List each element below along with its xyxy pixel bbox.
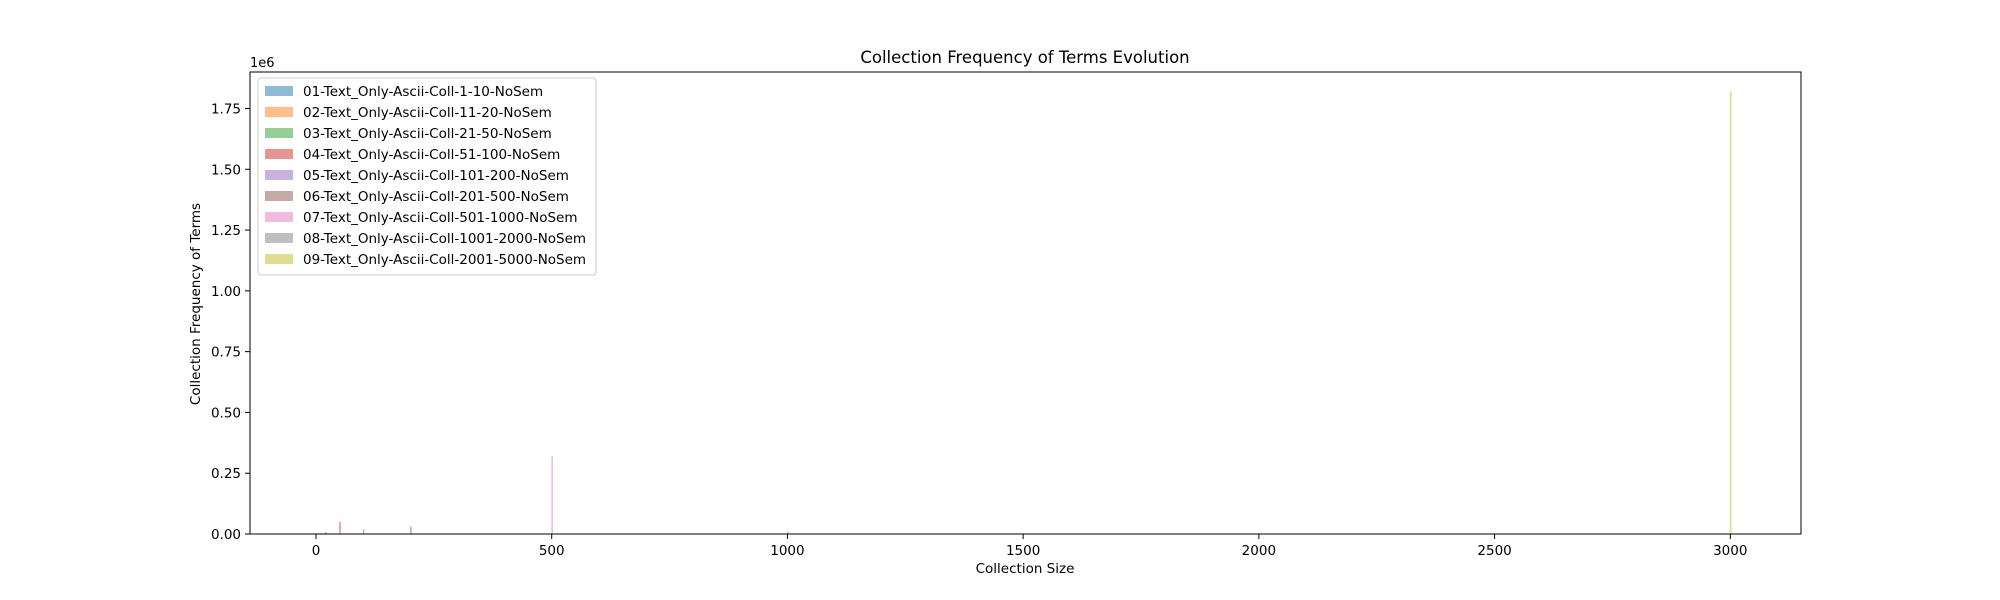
legend-label: 07-Text_Only-Ascii-Coll-501-1000-NoSem <box>303 210 578 226</box>
chart-title: Collection Frequency of Terms Evolution <box>860 48 1189 67</box>
plot-frame <box>249 71 1802 535</box>
y-tick-label: 0.50 <box>211 405 241 421</box>
x-tick-label: 2500 <box>1477 543 1511 559</box>
legend-swatch <box>265 149 293 159</box>
legend-swatch <box>265 128 293 138</box>
legend-swatch <box>265 86 293 96</box>
y-axis-label: Collection Frequency of Terms <box>188 203 204 405</box>
y-tick-label: 0.75 <box>211 345 241 361</box>
legend-swatch <box>265 191 293 201</box>
bar-3 <box>325 532 327 534</box>
legend-label: 05-Text_Only-Ascii-Coll-101-200-NoSem <box>303 168 569 184</box>
legend-swatch <box>265 233 293 243</box>
legend-label: 02-Text_Only-Ascii-Coll-11-20-NoSem <box>303 105 552 121</box>
y-offset-label: 1e6 <box>250 56 275 71</box>
y-tick-label: 1.25 <box>211 223 241 239</box>
legend-swatch <box>265 107 293 117</box>
y-tick-label: 1.75 <box>211 101 241 117</box>
bar-9 <box>1729 91 1732 534</box>
x-tick-label: 3000 <box>1713 543 1747 559</box>
legend-box <box>257 77 597 276</box>
x-tick-label: 1000 <box>770 543 804 559</box>
plot-area: 0 500 1000 1500 2000 2500 3000 0.00 0.25 0.50 0.75… <box>211 71 1802 559</box>
legend-label: 01-Text_Only-Ascii-Coll-1-10-NoSem <box>303 84 543 100</box>
x-tick-label: 1500 <box>1006 543 1040 559</box>
x-tick-label: 500 <box>539 543 565 559</box>
y-tick-label: 0.00 <box>211 527 241 543</box>
y-tick-label: 0.25 <box>211 466 241 482</box>
x-tick-label: 2000 <box>1242 543 1276 559</box>
bar-8 <box>787 531 789 534</box>
y-tick-label: 1.50 <box>211 162 241 178</box>
legend-label: 03-Text_Only-Ascii-Coll-21-50-NoSem <box>303 126 552 142</box>
legend-label: 09-Text_Only-Ascii-Coll-2001-5000-NoSem <box>303 252 586 268</box>
bar-6 <box>409 526 412 534</box>
x-tick-label: 0 <box>312 543 321 559</box>
legend-label: 06-Text_Only-Ascii-Coll-201-500-NoSem <box>303 189 569 205</box>
legend-label: 04-Text_Only-Ascii-Coll-51-100-NoSem <box>303 147 560 163</box>
x-axis-label: Collection Size <box>976 561 1075 577</box>
legend-swatch <box>265 170 293 180</box>
legend-label: 08-Text_Only-Ascii-Coll-1001-2000-NoSem <box>303 231 586 247</box>
bar-5 <box>362 529 365 534</box>
bar-7 <box>551 456 553 534</box>
bar-4 <box>339 521 341 534</box>
legend-swatch <box>265 254 293 264</box>
legend-swatch <box>265 212 293 222</box>
y-tick-label: 1.00 <box>211 284 241 300</box>
